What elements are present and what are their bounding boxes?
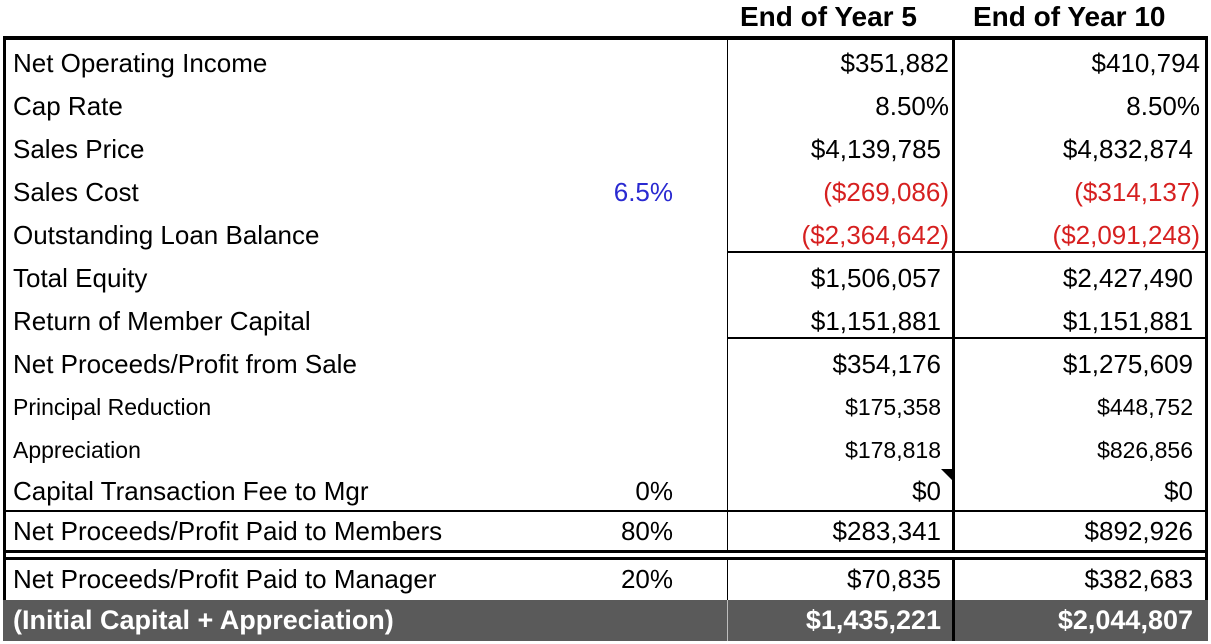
row-label: Capital Transaction Fee to Mgr	[13, 475, 369, 506]
table-row: Sales Cost 6.5% ($269,086) ($314,137)	[3, 171, 1208, 214]
total-divider-label	[727, 600, 728, 641]
header-end-of-year-10: End of Year 10	[973, 1, 1166, 32]
total-divider-year5	[952, 600, 955, 641]
table-row: Net Proceeds/Profit Paid to Manager 20% …	[3, 560, 1208, 598]
table-row: Capital Transaction Fee to Mgr 0% $0 $0	[3, 472, 1208, 510]
year5-value: $4,139,785	[810, 134, 941, 164]
table-row: Cap Rate 8.50% 8.50%	[3, 85, 1208, 128]
year10-value: $4,832,874	[1062, 134, 1193, 164]
year10-value: ($2,091,248)	[1052, 220, 1200, 250]
row-label: Appreciation	[13, 437, 141, 463]
double-divider-gap	[6, 553, 1205, 557]
year5-value: $1,151,881	[810, 306, 941, 336]
table-row: Net Operating Income $351,882 $410,794	[3, 42, 1208, 85]
year10-value: $892,926	[1084, 515, 1193, 546]
total-year5-value: $1,435,221	[805, 605, 941, 635]
row-label: Principal Reduction	[13, 394, 212, 420]
table-row: Total Equity $1,506,057 $2,427,490	[3, 257, 1208, 300]
table-row: Net Proceeds/Profit Paid to Members 80% …	[3, 512, 1208, 550]
row-label: Total Equity	[13, 263, 148, 293]
table-row: Net Proceeds/Profit from Sale $354,176 $…	[3, 343, 1208, 386]
year10-value: $0	[1164, 475, 1193, 506]
double-divider-top	[3, 550, 1208, 553]
cell-comment-indicator-icon	[941, 469, 953, 481]
year5-value: $70,835	[847, 563, 941, 594]
column-header-row: End of Year 5 End of Year 10	[0, 0, 1211, 36]
year10-value: $1,151,881	[1062, 306, 1193, 336]
year10-value: 8.50%	[1126, 91, 1200, 121]
year10-value: $382,683	[1084, 563, 1193, 594]
subtotal-line	[727, 337, 1205, 339]
subtotal-line	[727, 251, 1205, 253]
table-left-border	[3, 36, 6, 641]
table-row: Principal Reduction $175,358 $448,752	[3, 386, 1208, 429]
double-divider-bottom	[3, 557, 1208, 560]
year10-value: $410,794	[1091, 48, 1200, 78]
year10-value: ($314,137)	[1074, 177, 1200, 207]
total-row: (Initial Capital + Appreciation) $1,435,…	[3, 600, 1208, 641]
year5-value: $351,882	[840, 48, 949, 78]
year5-value: 8.50%	[875, 91, 949, 121]
total-label: (Initial Capital + Appreciation)	[13, 605, 394, 635]
row-label: Net Proceeds/Profit from Sale	[13, 349, 357, 379]
sale-proceeds-table: Net Operating Income $351,882 $410,794 C…	[3, 36, 1208, 641]
year10-value: $1,275,609	[1062, 349, 1193, 379]
table-row: Appreciation $178,818 $826,856	[3, 429, 1208, 472]
members-percent: 80%	[620, 515, 673, 546]
year10-value: $2,427,490	[1062, 263, 1193, 293]
row-label: Return of Member Capital	[13, 306, 311, 336]
table-row: Outstanding Loan Balance ($2,364,642) ($…	[3, 214, 1208, 257]
year5-value: $175,358	[845, 394, 941, 420]
row-divider	[3, 510, 1208, 512]
total-year10-value: $2,044,807	[1057, 605, 1193, 635]
table-row: Sales Price $4,139,785 $4,832,874	[3, 128, 1208, 171]
year10-value: $826,856	[1097, 437, 1193, 463]
year5-value: $0	[912, 475, 941, 506]
row-label: Net Proceeds/Profit Paid to Manager	[13, 563, 437, 594]
year5-value: $283,341	[832, 515, 941, 546]
row-label: Outstanding Loan Balance	[13, 220, 320, 250]
year5-value: $178,818	[845, 437, 941, 463]
row-label: Sales Cost	[13, 177, 139, 207]
year5-value: ($269,086)	[823, 177, 949, 207]
row-label: Net Proceeds/Profit Paid to Members	[13, 515, 443, 546]
manager-percent: 20%	[620, 563, 673, 594]
table-right-border	[1205, 36, 1208, 641]
row-label: Cap Rate	[13, 91, 123, 121]
row-label: Sales Price	[13, 134, 145, 164]
fee-percent: 0%	[635, 475, 673, 506]
table-row: Return of Member Capital $1,151,881 $1,1…	[3, 300, 1208, 343]
table-top-border	[3, 36, 1208, 40]
sales-cost-percent-input[interactable]: 6.5%	[613, 177, 673, 207]
year5-value: $1,506,057	[810, 263, 941, 293]
year5-value: ($2,364,642)	[801, 220, 949, 250]
year10-value: $448,752	[1097, 394, 1193, 420]
row-label: Net Operating Income	[13, 48, 268, 78]
year5-value: $354,176	[832, 349, 941, 379]
header-end-of-year-5: End of Year 5	[740, 1, 917, 32]
